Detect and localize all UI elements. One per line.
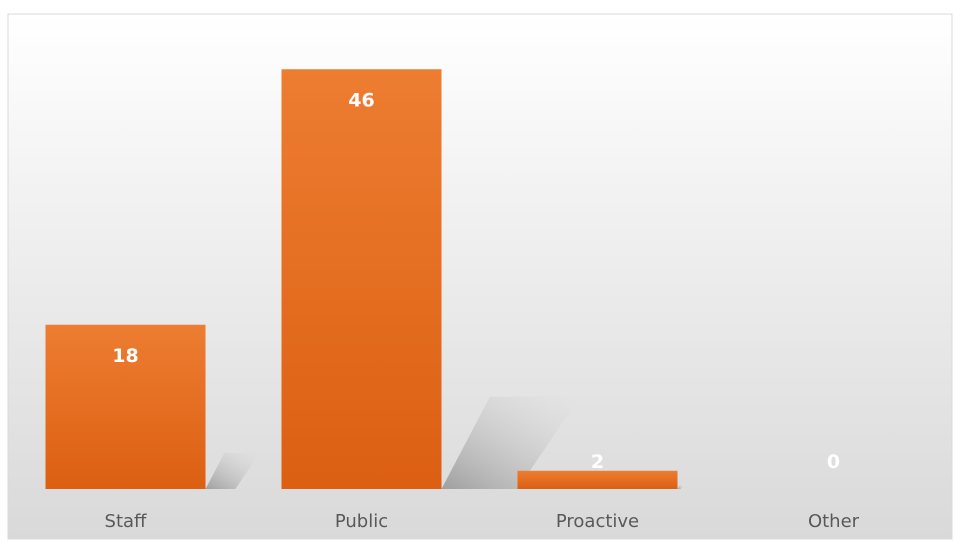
bar-shadow-public [441, 396, 581, 489]
category-label-other: Other [808, 511, 860, 532]
value-labels: 18 46 2 0 [112, 89, 840, 473]
bar-staff [45, 324, 206, 489]
bar-shadow-proactive [677, 484, 684, 489]
bar-public [281, 69, 442, 489]
data-label-public: 46 [348, 89, 374, 111]
category-label-staff: Staff [105, 511, 148, 532]
bar-proactive [517, 470, 678, 489]
data-label-staff: 18 [112, 345, 138, 367]
bars [45, 69, 678, 489]
category-labels: Staff Public Proactive Other [105, 511, 860, 532]
bar-shadow-staff [205, 452, 260, 489]
data-label-proactive: 2 [591, 451, 604, 473]
bar-shadows [205, 396, 684, 489]
category-label-proactive: Proactive [556, 511, 639, 532]
category-label-public: Public [335, 511, 388, 532]
data-label-other: 0 [827, 451, 840, 473]
